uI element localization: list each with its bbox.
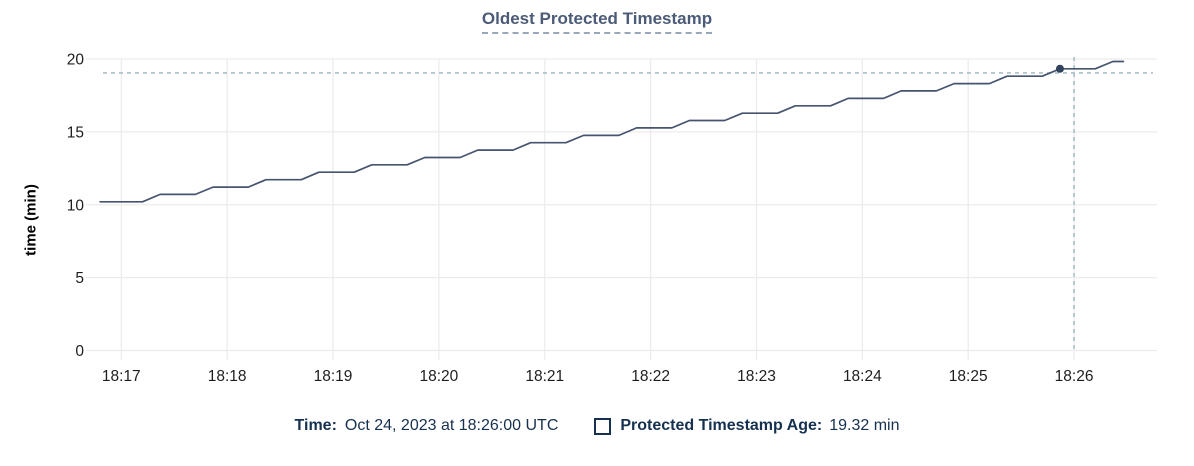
series-line-protected-timestamp-age[interactable] [99,60,1125,203]
x-tick-label: 18:25 [949,368,988,385]
gridlines [86,58,1157,360]
y-tick-label: 5 [75,270,84,287]
x-tick-label: 18:22 [631,368,670,385]
legend-time-value: Oct 24, 2023 at 18:26:00 UTC [344,417,559,434]
x-tick-labels: 18:17 18:18 18:19 18:20 18:21 18:22 18:23 18:24… [102,368,1094,385]
legend-series-label: Protected Timestamp Age: [620,417,823,434]
x-tick-label: 18:26 [1055,368,1094,385]
x-tick-label: 18:20 [419,368,458,385]
legend-series-value: 19.32 min [829,417,900,434]
chart-title[interactable]: Oldest Protected Timestamp [481,9,713,35]
hover-point-dot [1055,64,1064,73]
legend-time-label: Time: [294,417,337,434]
x-tick-label: 18:17 [102,368,141,385]
y-tick-label: 0 [75,343,84,360]
y-tick-label: 10 [67,197,85,214]
chart-legend: Time: Oct 24, 2023 at 18:26:00 UTC Prote… [0,417,1194,435]
x-tick-label: 18:23 [737,368,776,385]
x-tick-label: 18:24 [843,368,882,385]
chart-header: Oldest Protected Timestamp [0,9,1194,35]
x-tick-label: 18:21 [525,368,564,385]
crosshair [103,57,1153,352]
x-tick-label: 18:18 [208,368,247,385]
chart-plot-area[interactable]: 18:17 18:18 18:19 18:20 18:21 18:22 18:23 18:24… [0,0,1194,400]
series-toggle-checkbox[interactable] [594,417,612,435]
legend-series-toggle[interactable]: Protected Timestamp Age: 19.32 min [594,417,899,435]
y-tick-label: 20 [67,52,85,69]
y-tick-label: 15 [67,124,84,141]
y-axis-label: time (min) [22,184,40,256]
x-tick-label: 18:19 [314,368,353,385]
y-tick-labels: 0 5 10 15 20 [67,52,85,361]
